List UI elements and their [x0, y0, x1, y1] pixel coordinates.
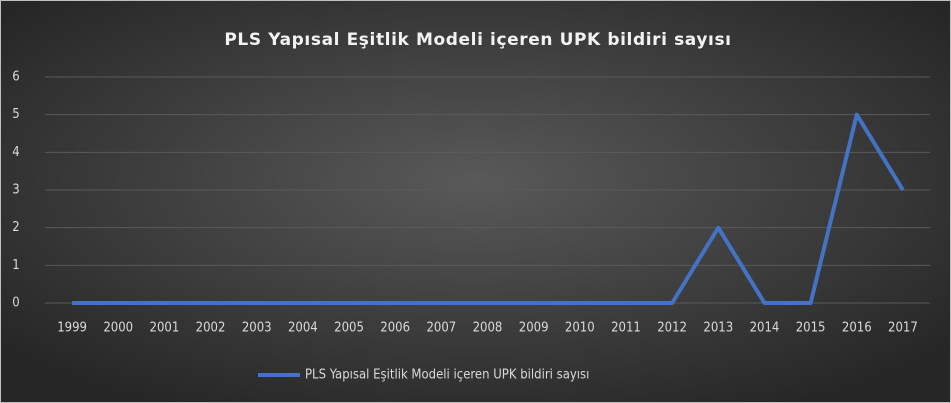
data-line [72, 112, 905, 305]
x-tick-label: 2001 [150, 321, 180, 336]
x-tick-label: 2013 [703, 321, 733, 336]
x-tick-label: 2004 [288, 321, 318, 336]
x-tick-label: 2007 [426, 321, 456, 336]
x-tick-label: 2012 [657, 321, 687, 336]
x-tick-label: 2017 [888, 321, 918, 336]
x-tick-label: 2002 [196, 321, 226, 336]
x-tick-label: 1999 [57, 321, 87, 336]
x-tick-label: 2003 [242, 321, 272, 336]
x-tick-label: 2008 [473, 321, 503, 336]
x-tick-label: 2016 [842, 321, 872, 336]
x-tick-label: 2011 [611, 321, 641, 336]
legend-label: PLS Yapısal Eşitlik Modeli içeren UPK bi… [305, 368, 589, 383]
x-tick-label: 2006 [380, 321, 410, 336]
y-tick-label: 5 [12, 107, 19, 122]
x-tick-label: 2000 [103, 321, 133, 336]
x-tick-label: 2015 [796, 321, 826, 336]
x-tick-label: 2014 [750, 321, 780, 336]
x-tick-label: 2010 [565, 321, 595, 336]
chart-title: PLS Yapısal Eşitlik Modeli içeren UPK bi… [224, 30, 731, 50]
y-tick-label: 4 [12, 145, 19, 160]
y-tick-label: 3 [12, 183, 19, 198]
y-tick-label: 0 [12, 296, 19, 311]
y-tick-label: 2 [12, 220, 19, 235]
y-tick-label: 1 [12, 258, 19, 273]
y-tick-label: 6 [12, 70, 19, 85]
x-tick-label: 2009 [519, 321, 549, 336]
x-tick-label: 2005 [334, 321, 364, 336]
